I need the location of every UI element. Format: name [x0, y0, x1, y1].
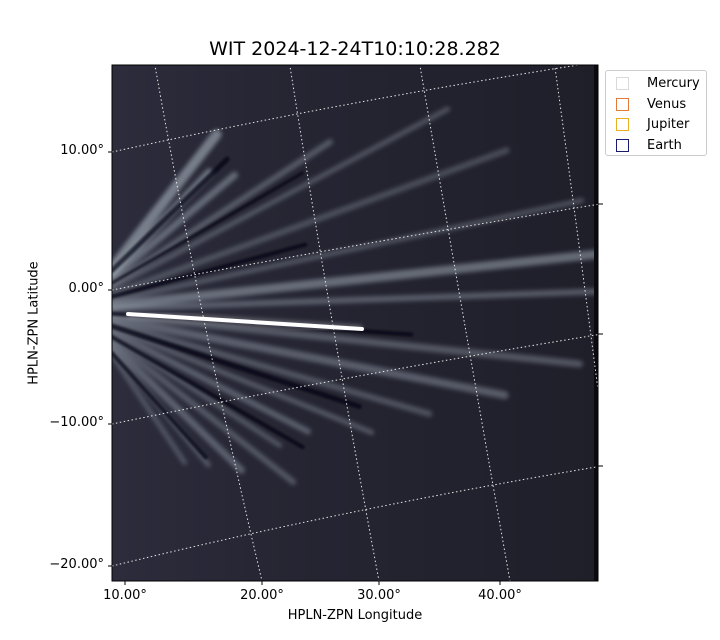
legend-label: Earth — [647, 137, 682, 153]
xtick-label: 10.00° — [103, 588, 147, 603]
streamer-ray — [112, 198, 585, 303]
ytick-label: 0.00° — [68, 281, 104, 296]
streamer-ray — [112, 249, 598, 310]
ytick-label: −20.00° — [49, 557, 104, 572]
dark-lanes — [112, 156, 414, 460]
dark-lane — [112, 323, 362, 410]
streak-glow — [127, 310, 363, 333]
ytick-label: −10.00° — [49, 415, 104, 430]
dark-lane — [112, 351, 208, 460]
streamer-ray — [112, 337, 297, 486]
streamer-ray — [112, 341, 245, 474]
streamer-ray — [112, 106, 451, 291]
streamer-ray — [112, 288, 598, 312]
tick-marks — [108, 151, 603, 585]
streamer-ray — [112, 352, 188, 466]
legend-label: Venus — [647, 96, 687, 112]
legend: Mercury Venus Jupiter Earth — [605, 70, 707, 156]
streamer-ray — [112, 171, 239, 282]
xtick-label: 30.00° — [357, 588, 401, 603]
legend-swatch — [616, 138, 629, 152]
right-edge — [594, 65, 598, 581]
streamer-ray — [112, 147, 510, 297]
dark-lane — [112, 171, 305, 285]
dark-lane — [112, 156, 230, 273]
legend-label: Jupiter — [647, 116, 690, 132]
streamer-ray — [112, 314, 509, 400]
dark-lane — [112, 335, 305, 449]
legend-item-earth: Earth — [616, 136, 682, 154]
legend-item-mercury: Mercury — [616, 74, 700, 92]
streamer-ray — [112, 311, 583, 368]
ytick-label: 10.00° — [60, 143, 104, 158]
x-axis-label: HPLN-ZPN Longitude — [287, 608, 423, 623]
legend-label: Mercury — [647, 75, 700, 91]
plot-title: WIT 2024-12-24T10:10:28.282 — [209, 38, 501, 60]
streamer-ray — [112, 138, 334, 287]
streamer-ray — [112, 325, 375, 435]
streamer-rays — [112, 106, 598, 486]
xtick-label: 20.00° — [240, 588, 284, 603]
xtick-label: 40.00° — [478, 588, 522, 603]
dark-lane — [112, 242, 308, 299]
legend-swatch — [616, 117, 629, 131]
plot-frame — [111, 64, 599, 582]
legend-item-venus: Venus — [616, 95, 686, 113]
streamer-ray — [112, 319, 433, 417]
legend-swatch — [616, 97, 629, 111]
coordinate-grid — [112, 65, 598, 581]
legend-swatch — [616, 76, 629, 90]
streamer-ray — [112, 129, 222, 274]
streamer-ray — [112, 328, 312, 435]
image-area — [112, 65, 598, 581]
y-axis-label: HPLN-ZPN Latitude — [26, 261, 42, 385]
legend-item-jupiter: Jupiter — [616, 115, 689, 133]
